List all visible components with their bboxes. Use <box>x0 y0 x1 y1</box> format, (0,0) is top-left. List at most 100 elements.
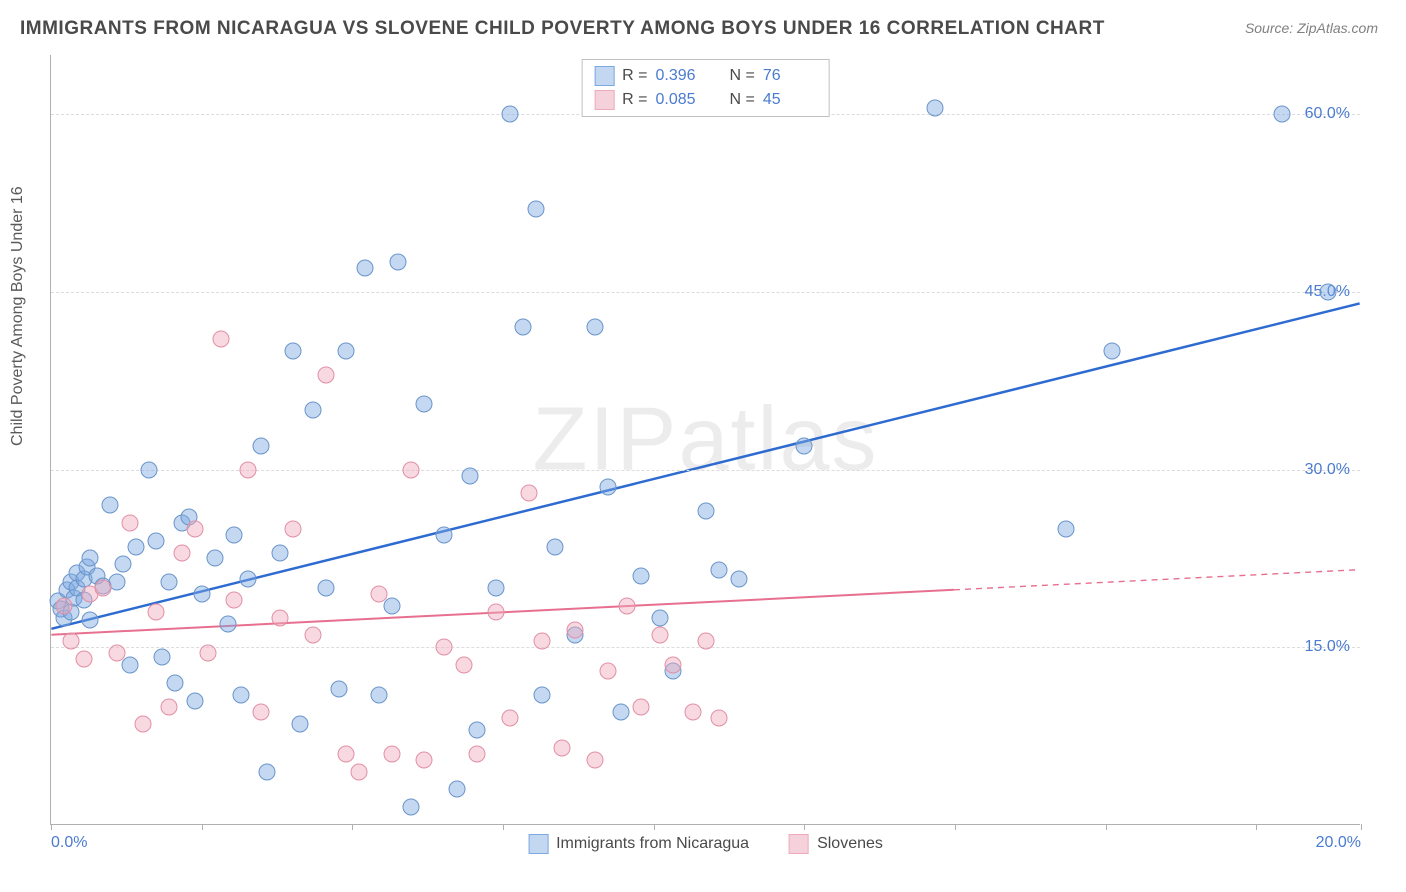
x-tick <box>955 824 956 830</box>
data-point <box>612 704 629 721</box>
data-point <box>684 704 701 721</box>
data-point <box>665 657 682 674</box>
r-value: 0.085 <box>656 91 710 109</box>
x-tick <box>1361 824 1362 830</box>
data-point <box>632 698 649 715</box>
data-point <box>652 627 669 644</box>
data-point <box>200 645 217 662</box>
data-point <box>174 544 191 561</box>
data-point <box>599 663 616 680</box>
data-point <box>1058 520 1075 537</box>
data-point <box>586 751 603 768</box>
y-tick-label: 30.0% <box>1305 461 1350 479</box>
data-point <box>462 467 479 484</box>
data-point <box>501 710 518 727</box>
data-point <box>259 763 276 780</box>
data-point <box>416 751 433 768</box>
data-point <box>652 609 669 626</box>
data-point <box>567 621 584 638</box>
data-point <box>75 651 92 668</box>
n-value: 45 <box>763 91 817 109</box>
data-point <box>553 740 570 757</box>
trendlines-layer <box>51 55 1360 824</box>
data-point <box>318 580 335 597</box>
data-point <box>252 704 269 721</box>
x-tick <box>503 824 504 830</box>
data-point <box>82 550 99 567</box>
data-point <box>226 591 243 608</box>
data-point <box>187 692 204 709</box>
series-legend-item: Slovenes <box>789 834 883 854</box>
data-point <box>285 520 302 537</box>
data-point <box>534 633 551 650</box>
data-point <box>318 366 335 383</box>
data-point <box>337 343 354 360</box>
data-point <box>232 686 249 703</box>
data-point <box>305 627 322 644</box>
y-axis-title: Child Poverty Among Boys Under 16 <box>9 186 27 446</box>
x-tick-label: 20.0% <box>1316 834 1361 852</box>
x-tick-label: 0.0% <box>51 834 87 852</box>
data-point <box>226 526 243 543</box>
data-point <box>95 580 112 597</box>
data-point <box>128 538 145 555</box>
data-point <box>468 722 485 739</box>
legend-swatch <box>594 90 614 110</box>
data-point <box>698 503 715 520</box>
data-point <box>370 686 387 703</box>
data-point <box>455 657 472 674</box>
data-point <box>468 745 485 762</box>
data-point <box>698 633 715 650</box>
data-point <box>514 319 531 336</box>
legend-swatch <box>594 66 614 86</box>
x-tick <box>202 824 203 830</box>
data-point <box>796 437 813 454</box>
r-label: R = <box>622 91 647 109</box>
data-point <box>547 538 564 555</box>
data-point <box>599 479 616 496</box>
r-value: 0.396 <box>656 67 710 85</box>
data-point <box>134 716 151 733</box>
data-point <box>730 570 747 587</box>
data-point <box>501 106 518 123</box>
data-point <box>147 603 164 620</box>
data-point <box>187 520 204 537</box>
x-tick <box>654 824 655 830</box>
series-legend-label: Immigrants from Nicaragua <box>556 835 749 853</box>
data-point <box>167 674 184 691</box>
x-tick <box>804 824 805 830</box>
data-point <box>101 497 118 514</box>
data-point <box>488 580 505 597</box>
data-point <box>154 648 171 665</box>
r-label: R = <box>622 67 647 85</box>
data-point <box>115 556 132 573</box>
data-point <box>108 645 125 662</box>
watermark: ZIPatlas <box>532 388 878 491</box>
data-point <box>927 100 944 117</box>
data-point <box>488 603 505 620</box>
series-legend-label: Slovenes <box>817 835 883 853</box>
data-point <box>82 612 99 629</box>
series-legend-item: Immigrants from Nicaragua <box>528 834 749 854</box>
data-point <box>436 526 453 543</box>
series-legend: Immigrants from Nicaragua Slovenes <box>528 834 883 854</box>
data-point <box>121 514 138 531</box>
data-point <box>521 485 538 502</box>
data-point <box>350 763 367 780</box>
data-point <box>285 343 302 360</box>
data-point <box>632 568 649 585</box>
legend-swatch <box>789 834 809 854</box>
data-point <box>619 597 636 614</box>
data-point <box>403 799 420 816</box>
y-tick-label: 15.0% <box>1305 638 1350 656</box>
data-point <box>331 680 348 697</box>
chart-title: IMMIGRANTS FROM NICARAGUA VS SLOVENE CHI… <box>20 18 1105 40</box>
correlation-legend-row: R =0.396N =76 <box>594 64 817 88</box>
data-point <box>711 562 728 579</box>
data-point <box>383 745 400 762</box>
data-point <box>1104 343 1121 360</box>
data-point <box>121 657 138 674</box>
data-point <box>239 461 256 478</box>
data-point <box>403 461 420 478</box>
data-point <box>1274 106 1291 123</box>
